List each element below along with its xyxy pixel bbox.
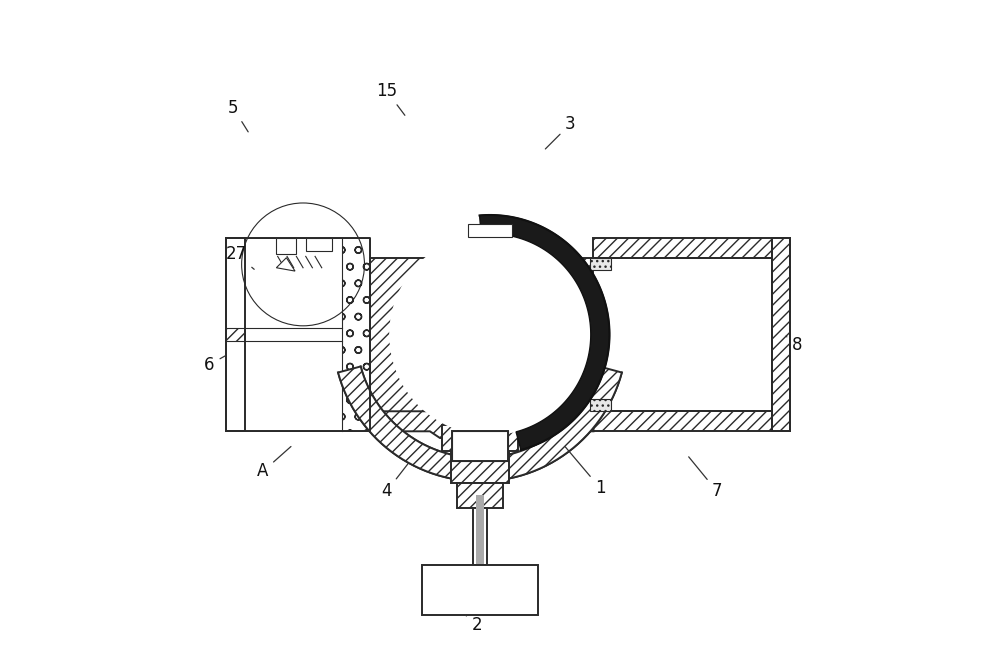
Polygon shape bbox=[226, 341, 343, 432]
Polygon shape bbox=[226, 237, 245, 432]
Bar bbox=[473, 508, 487, 565]
Bar bbox=[422, 565, 538, 615]
Polygon shape bbox=[518, 258, 593, 425]
Polygon shape bbox=[451, 452, 509, 483]
Polygon shape bbox=[226, 237, 343, 328]
Polygon shape bbox=[370, 258, 442, 425]
Polygon shape bbox=[342, 237, 370, 432]
Bar bbox=[276, 237, 296, 254]
Text: 4: 4 bbox=[381, 464, 408, 500]
Polygon shape bbox=[370, 411, 593, 438]
Text: 27: 27 bbox=[226, 246, 254, 270]
Polygon shape bbox=[593, 411, 772, 432]
Text: 6: 6 bbox=[204, 355, 225, 373]
Text: 1: 1 bbox=[565, 447, 605, 497]
Circle shape bbox=[389, 233, 591, 436]
Polygon shape bbox=[590, 258, 611, 270]
Text: 8: 8 bbox=[786, 336, 802, 353]
Polygon shape bbox=[457, 483, 503, 508]
Text: 3: 3 bbox=[545, 115, 575, 149]
Bar bbox=[473, 334, 487, 425]
Polygon shape bbox=[226, 411, 245, 432]
Polygon shape bbox=[338, 367, 622, 481]
Polygon shape bbox=[772, 237, 790, 432]
Polygon shape bbox=[590, 399, 611, 411]
Bar bbox=[468, 223, 512, 237]
Text: 15: 15 bbox=[376, 82, 405, 115]
Text: 2: 2 bbox=[465, 615, 482, 634]
Polygon shape bbox=[442, 425, 518, 452]
Text: 7: 7 bbox=[689, 457, 722, 500]
Text: 5: 5 bbox=[228, 98, 248, 132]
Polygon shape bbox=[226, 237, 245, 258]
Polygon shape bbox=[593, 237, 772, 258]
Bar bbox=[476, 495, 484, 578]
Text: A: A bbox=[257, 446, 291, 480]
Polygon shape bbox=[276, 258, 295, 271]
Bar bbox=[772, 237, 790, 432]
Polygon shape bbox=[480, 215, 609, 450]
Bar bbox=[452, 432, 508, 462]
Bar bbox=[226, 237, 245, 432]
Bar bbox=[306, 237, 332, 251]
Bar bbox=[452, 432, 508, 462]
